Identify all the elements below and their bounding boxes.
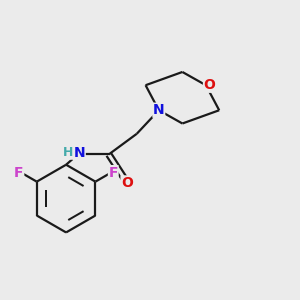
Text: O: O bbox=[121, 176, 133, 190]
Text: N: N bbox=[153, 103, 165, 117]
Text: H: H bbox=[63, 146, 74, 159]
Text: F: F bbox=[14, 166, 24, 180]
Text: N: N bbox=[74, 146, 85, 160]
Text: F: F bbox=[109, 166, 118, 180]
Text: O: O bbox=[203, 78, 215, 92]
